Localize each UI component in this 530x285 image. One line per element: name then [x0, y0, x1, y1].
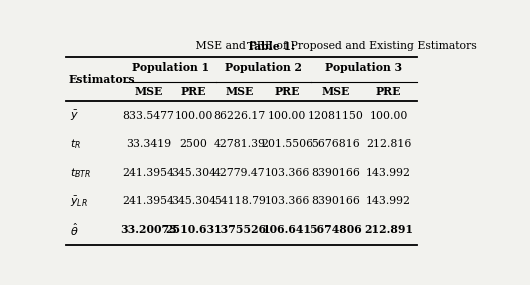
Text: 201.5506: 201.5506 [261, 139, 313, 149]
Text: 1375526: 1375526 [213, 225, 267, 235]
Text: 833.5477: 833.5477 [122, 111, 174, 121]
Text: 143.992: 143.992 [366, 168, 411, 178]
Text: 2510.631: 2510.631 [165, 225, 222, 235]
Text: 103.366: 103.366 [264, 168, 310, 178]
Text: 5674806: 5674806 [309, 225, 361, 235]
Text: Table 1: MSE and PRE of Proposed and Existing Estimators: Table 1: MSE and PRE of Proposed and Exi… [108, 41, 436, 51]
Text: 33.3419: 33.3419 [126, 139, 171, 149]
Text: 100.00: 100.00 [369, 111, 408, 121]
Text: 54118.79: 54118.79 [214, 196, 266, 206]
Text: 212.891: 212.891 [364, 225, 413, 235]
Text: 143.992: 143.992 [366, 196, 411, 206]
Text: $t_R$: $t_R$ [69, 137, 81, 151]
Text: 8390166: 8390166 [311, 168, 360, 178]
Text: Population 1: Population 1 [132, 62, 209, 73]
Text: Estimators: Estimators [68, 74, 135, 85]
Text: PRE: PRE [181, 86, 206, 97]
Text: 241.3954: 241.3954 [122, 168, 174, 178]
Text: PRE: PRE [376, 86, 401, 97]
Text: MSE: MSE [134, 86, 163, 97]
Text: 33.20073: 33.20073 [120, 225, 177, 235]
Text: 42781.39: 42781.39 [214, 139, 266, 149]
Text: 106.641: 106.641 [262, 225, 312, 235]
Text: 42779.47: 42779.47 [214, 168, 266, 178]
Text: $\bar{y}$: $\bar{y}$ [69, 109, 78, 123]
Text: Population 3: Population 3 [325, 62, 403, 73]
Text: $\bar{y}_{LR}$: $\bar{y}_{LR}$ [69, 194, 87, 209]
Text: 86226.17: 86226.17 [214, 111, 266, 121]
Text: 8390166: 8390166 [311, 196, 360, 206]
Text: 103.366: 103.366 [264, 196, 310, 206]
Text: 212.816: 212.816 [366, 139, 411, 149]
Text: 241.3954: 241.3954 [122, 196, 174, 206]
Text: 100.00: 100.00 [268, 111, 306, 121]
Text: 2500: 2500 [180, 139, 208, 149]
Text: PRE: PRE [275, 86, 300, 97]
Text: 345.304: 345.304 [171, 196, 216, 206]
Text: 100.00: 100.00 [174, 111, 213, 121]
Text: MSE and PRE of Proposed and Existing Estimators: MSE and PRE of Proposed and Existing Est… [192, 41, 476, 51]
Text: $t_{BTR}$: $t_{BTR}$ [69, 166, 91, 180]
Text: 12081150: 12081150 [307, 111, 363, 121]
Text: MSE: MSE [321, 86, 349, 97]
Text: Table 1:: Table 1: [248, 41, 295, 52]
Text: 345.304: 345.304 [171, 168, 216, 178]
Text: Population 2: Population 2 [225, 62, 302, 73]
Text: $\hat{\theta}$: $\hat{\theta}$ [69, 222, 78, 238]
Text: MSE: MSE [226, 86, 254, 97]
Text: 5676816: 5676816 [311, 139, 360, 149]
